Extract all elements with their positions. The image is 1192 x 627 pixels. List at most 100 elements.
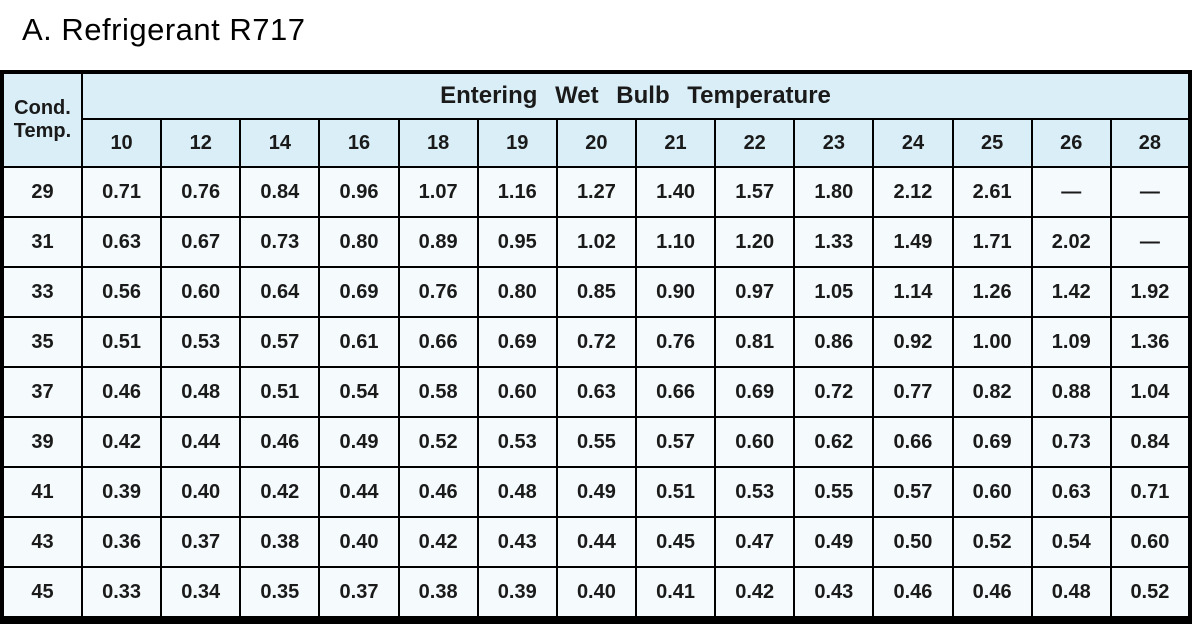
- value-cell: 2.61: [951, 166, 1033, 218]
- value-cell: 0.56: [80, 266, 163, 318]
- value-cell: 0.86: [793, 316, 875, 368]
- value-cell: 0.40: [555, 566, 637, 621]
- value-cell: 0.54: [318, 366, 400, 418]
- value-cell: 0.35: [239, 566, 321, 621]
- value-cell: 1.26: [951, 266, 1033, 318]
- value-cell: 0.53: [476, 416, 558, 468]
- table-row: 33 0.56 0.60 0.64 0.69 0.76 0.80 0.85 0.90 0.97 1.…: [1, 266, 1192, 318]
- cond-temp-cell: 35: [1, 316, 83, 368]
- value-cell: 0.76: [160, 166, 242, 218]
- value-cell: 0.60: [160, 266, 242, 318]
- value-cell: 0.47: [714, 516, 796, 568]
- value-cell: 0.63: [80, 216, 163, 268]
- wet-bulb-temp-header: 10: [80, 118, 163, 168]
- cond-temp-cell: 39: [1, 416, 83, 468]
- value-cell: 0.77: [872, 366, 954, 418]
- wet-bulb-temp-header: 28: [1109, 118, 1192, 168]
- value-cell: 1.33: [793, 216, 875, 268]
- wet-bulb-temp-header: 23: [793, 118, 875, 168]
- value-cell: 1.71: [951, 216, 1033, 268]
- value-cell: 0.37: [160, 516, 242, 568]
- value-cell: 0.34: [160, 566, 242, 621]
- value-cell: 1.42: [1030, 266, 1112, 318]
- wet-bulb-temp-header: 26: [1030, 118, 1112, 168]
- value-cell: 0.71: [80, 166, 163, 218]
- page-title: A. Refrigerant R717: [22, 12, 306, 47]
- cond-temp-cell: 37: [1, 366, 83, 418]
- value-cell: 0.72: [555, 316, 637, 368]
- value-cell: 0.48: [160, 366, 242, 418]
- value-cell: 0.67: [160, 216, 242, 268]
- value-cell: —: [1109, 216, 1192, 268]
- value-cell: 0.50: [872, 516, 954, 568]
- value-cell: 0.38: [397, 566, 479, 621]
- value-cell: 1.00: [951, 316, 1033, 368]
- wet-bulb-temp-header: 14: [239, 118, 321, 168]
- value-cell: 2.12: [872, 166, 954, 218]
- value-cell: 0.60: [476, 366, 558, 418]
- value-cell: 0.64: [239, 266, 321, 318]
- value-cell: 0.33: [80, 566, 163, 621]
- value-cell: 0.69: [951, 416, 1033, 468]
- value-cell: 0.51: [80, 316, 163, 368]
- value-cell: —: [1109, 166, 1192, 218]
- table-row: 29 0.71 0.76 0.84 0.96 1.07 1.16 1.27 1.40 1.57 1.…: [1, 166, 1192, 218]
- value-cell: 0.37: [318, 566, 400, 621]
- value-cell: 0.66: [397, 316, 479, 368]
- value-cell: 0.95: [476, 216, 558, 268]
- value-cell: 0.57: [634, 416, 717, 468]
- value-cell: 0.73: [239, 216, 321, 268]
- value-cell: 0.55: [793, 466, 875, 518]
- value-cell: 0.57: [239, 316, 321, 368]
- value-cell: 0.96: [318, 166, 400, 218]
- value-cell: 0.40: [160, 466, 242, 518]
- value-cell: 0.48: [476, 466, 558, 518]
- value-cell: 0.54: [1030, 516, 1112, 568]
- value-cell: 0.84: [1109, 416, 1192, 468]
- value-cell: 1.09: [1030, 316, 1112, 368]
- value-cell: 0.46: [872, 566, 954, 621]
- value-cell: 0.60: [714, 416, 796, 468]
- value-cell: 0.52: [951, 516, 1033, 568]
- value-cell: 0.46: [80, 366, 163, 418]
- value-cell: 1.02: [555, 216, 637, 268]
- value-cell: 1.92: [1109, 266, 1192, 318]
- value-cell: 0.80: [318, 216, 400, 268]
- refrigerant-capacity-table: Cond. Temp. Entering Wet Bulb Temperatur…: [0, 70, 1192, 624]
- value-cell: 0.51: [239, 366, 321, 418]
- value-cell: 0.44: [318, 466, 400, 518]
- wet-bulb-header-row: 10 12 14 16 18 19 20 21 22 23 24 25 26 28: [2, 118, 1192, 168]
- value-cell: 0.40: [318, 516, 400, 568]
- cond-temp-cell: 33: [1, 266, 83, 318]
- value-cell: 0.76: [634, 316, 717, 368]
- value-cell: 0.61: [318, 316, 400, 368]
- value-cell: 0.63: [555, 366, 637, 418]
- value-cell: 1.05: [793, 266, 875, 318]
- value-cell: 0.44: [555, 516, 637, 568]
- value-cell: 1.49: [872, 216, 954, 268]
- value-cell: 0.55: [555, 416, 637, 468]
- value-cell: 1.57: [714, 166, 796, 218]
- value-cell: 1.40: [634, 166, 717, 218]
- value-cell: 0.84: [239, 166, 321, 218]
- value-cell: 0.42: [714, 566, 796, 621]
- value-cell: 0.89: [397, 216, 479, 268]
- cond-temp-cell: 41: [1, 466, 83, 518]
- value-cell: 0.46: [951, 566, 1033, 621]
- value-cell: 0.72: [793, 366, 875, 418]
- value-cell: 1.20: [714, 216, 796, 268]
- wet-bulb-temp-header: 21: [634, 118, 717, 168]
- value-cell: 0.36: [80, 516, 163, 568]
- table-row: 35 0.51 0.53 0.57 0.61 0.66 0.69 0.72 0.76 0.81 0.…: [1, 316, 1192, 368]
- value-cell: 0.88: [1030, 366, 1112, 418]
- value-cell: —: [1030, 166, 1112, 218]
- table-row: 45 0.33 0.34 0.35 0.37 0.38 0.39 0.40 0.41 0.42 0.…: [1, 566, 1192, 621]
- value-cell: 0.45: [634, 516, 717, 568]
- value-cell: 0.90: [634, 266, 717, 318]
- value-cell: 0.39: [80, 466, 163, 518]
- wet-bulb-temp-header: 18: [397, 118, 479, 168]
- value-cell: 0.46: [239, 416, 321, 468]
- value-cell: 0.73: [1030, 416, 1112, 468]
- value-cell: 0.42: [239, 466, 321, 518]
- value-cell: 0.52: [1109, 566, 1192, 621]
